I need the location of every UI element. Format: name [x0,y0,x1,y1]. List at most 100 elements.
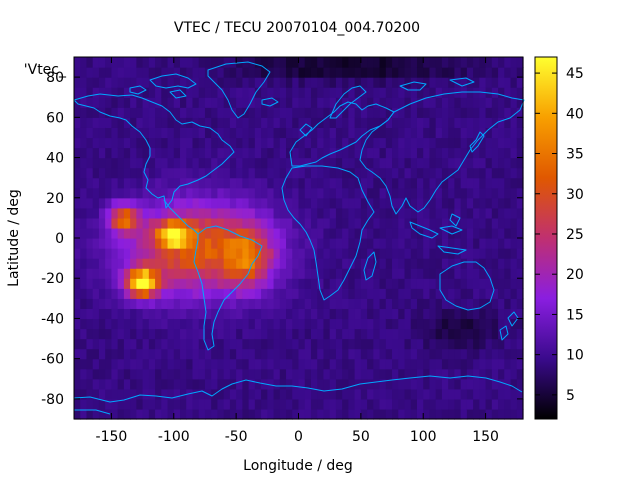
heatmap-cell [448,187,456,199]
heatmap-cell [92,167,100,179]
heatmap-cell [485,147,493,159]
heatmap-cell [279,298,287,309]
heatmap-cell [348,127,356,139]
heatmap-cell [498,408,505,420]
heatmap-cell [267,328,275,340]
heatmap-cell [223,368,231,380]
heatmap-cell [304,187,312,199]
heatmap-cell [80,248,88,259]
heatmap-cell [130,348,137,360]
coastline-indonesia [409,213,467,255]
heatmap-cell [354,248,362,259]
heatmap-cell [254,308,262,320]
heatmap-cell [86,308,94,320]
heatmap-cell [385,278,393,289]
heatmap-cell [204,258,212,269]
heatmap-cell [392,197,399,209]
heatmap-cell [435,328,443,340]
heatmap-cell [479,157,487,169]
heatmap-cell [86,338,94,350]
heatmap-cell [92,328,100,340]
heatmap-cell [410,67,418,78]
heatmap-cell [385,57,393,68]
heatmap-cell [510,87,518,98]
heatmap-cell [74,288,81,299]
heatmap-cell [392,398,399,410]
heatmap-cell [410,268,418,279]
heatmap-cell [229,197,237,209]
heatmap-cell [161,388,169,400]
heatmap-cell [161,368,169,380]
heatmap-cell [292,298,300,309]
heatmap-cell [448,408,456,420]
heatmap-cell [510,117,518,128]
heatmap-cell [329,298,337,309]
heatmap-cell [105,97,113,108]
heatmap-cell [491,238,499,249]
heatmap-cell [117,177,125,189]
heatmap-cell [254,117,262,128]
heatmap-cell [279,368,287,380]
heatmap-cell [167,268,175,279]
heatmap-cell [398,318,406,330]
heatmap-cell [298,127,306,139]
heatmap-cell [105,137,113,149]
heatmap-cell [367,378,374,390]
heatmap-cell [248,348,256,360]
heatmap-cell [360,358,368,370]
heatmap-cell [105,338,113,350]
heatmap-cell [273,288,281,299]
heatmap-cell [223,408,231,420]
heatmap-cell [323,127,331,139]
heatmap-cell [273,408,281,420]
heatmap-cell [192,388,200,400]
coastline-arctic-islands [129,73,197,99]
heatmap-cell [323,308,331,320]
heatmap-cell [429,288,437,299]
heatmap-cell [223,238,231,249]
heatmap-cell [267,258,275,269]
heatmap-cell [167,217,175,229]
heatmap-cell [236,137,243,149]
heatmap-cell [373,328,381,340]
heatmap-cell [117,227,125,239]
heatmap-cell [173,77,181,88]
heatmap-cell [279,87,287,98]
heatmap-cell [416,318,424,330]
y-tick-label: -80 [41,392,64,408]
heatmap-cell [273,167,281,179]
heatmap-cell [491,67,499,78]
heatmap-cell [142,167,150,179]
heatmap-cell [385,248,393,259]
heatmap-cell [404,348,412,360]
heatmap-cell [186,368,194,380]
heatmap-cell [98,328,106,340]
heatmap-cell [155,137,162,149]
heatmap-cell [267,338,275,350]
heatmap-cell [423,398,431,410]
heatmap-cell [229,187,237,199]
heatmap-cell [279,117,287,128]
heatmap-cell [466,378,474,390]
heatmap-cell [80,167,88,179]
heatmap-cell [105,258,113,269]
heatmap-cell [473,157,480,169]
heatmap-cell [186,207,194,219]
heatmap-cell [504,288,512,299]
heatmap-cell [111,358,119,370]
heatmap-cell [466,207,474,219]
heatmap-cell [211,328,219,340]
heatmap-cell [342,308,349,320]
heatmap-cell [198,177,206,189]
heatmap-cell [273,298,281,309]
heatmap-cell [479,388,487,400]
heatmap-cell [217,107,225,118]
heatmap-cell [441,388,449,400]
heatmap-cell [491,77,499,88]
heatmap-cell [142,318,150,330]
heatmap-cell [398,187,406,199]
heatmap-cell [404,87,412,98]
heatmap-cell [286,207,293,219]
heatmap-cell [236,227,243,239]
heatmap-cell [310,338,318,350]
